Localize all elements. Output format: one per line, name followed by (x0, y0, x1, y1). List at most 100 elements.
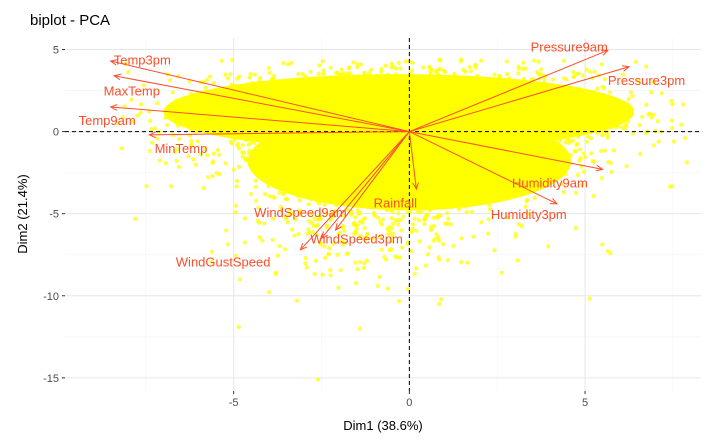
data-point (258, 114, 263, 119)
data-point (465, 134, 470, 139)
data-point (414, 228, 419, 233)
data-point (328, 139, 333, 144)
data-point (387, 113, 392, 118)
data-point (630, 93, 635, 98)
data-point (296, 72, 301, 77)
data-point (445, 175, 450, 180)
data-point (510, 92, 515, 97)
data-point (424, 74, 429, 80)
data-point (474, 87, 479, 92)
data-point (441, 81, 446, 87)
data-point (407, 90, 412, 95)
data-point (318, 125, 323, 130)
data-point (438, 88, 443, 93)
data-point (292, 142, 297, 147)
data-point (454, 182, 459, 188)
data-point (453, 135, 458, 140)
data-point (507, 93, 512, 98)
data-point (538, 138, 543, 143)
data-point (452, 197, 457, 203)
variable-label: WindSpeed9am (254, 205, 347, 220)
data-point (382, 176, 387, 181)
data-point (314, 191, 319, 196)
arrow-shaft (300, 131, 410, 251)
data-point (269, 77, 274, 82)
data-point (398, 84, 403, 90)
data-point (171, 133, 176, 138)
data-point (315, 90, 320, 95)
data-point (299, 117, 304, 122)
data-point (363, 104, 368, 110)
data-point (371, 90, 376, 96)
variable-label: Pressure9am (531, 39, 608, 54)
data-point (582, 115, 587, 120)
data-point (446, 216, 451, 221)
data-point (351, 60, 356, 65)
data-point (383, 78, 388, 83)
data-point (390, 119, 395, 124)
data-point (362, 83, 368, 88)
data-point (459, 146, 464, 151)
data-point (421, 173, 426, 178)
data-point (517, 123, 523, 128)
data-point (239, 99, 244, 104)
data-point (424, 112, 430, 117)
data-point (420, 114, 425, 119)
data-point (330, 127, 335, 132)
data-point (133, 216, 138, 221)
data-point (554, 170, 559, 175)
data-point (434, 88, 439, 94)
data-point (438, 149, 444, 154)
data-point (229, 105, 234, 110)
arrow-maxtemp (112, 73, 410, 133)
data-point (223, 161, 228, 166)
data-point (485, 172, 490, 177)
data-point (454, 79, 459, 85)
data-point (628, 90, 633, 95)
data-point (462, 87, 467, 93)
data-point (194, 125, 199, 130)
data-point (474, 94, 479, 99)
data-point (252, 126, 257, 131)
data-point (453, 83, 458, 88)
data-point (340, 101, 346, 106)
data-point (448, 222, 453, 227)
variable-label: Rainfall (374, 195, 417, 210)
data-point (549, 117, 554, 122)
data-point (342, 162, 347, 167)
data-point (255, 218, 260, 223)
data-point (506, 215, 511, 220)
arrow-windspeed9am (320, 131, 410, 240)
data-point (267, 70, 272, 75)
data-point (382, 255, 387, 260)
data-point (571, 94, 577, 100)
data-point (174, 98, 179, 103)
data-point (562, 58, 567, 64)
data-point (269, 140, 275, 145)
data-point (466, 100, 471, 105)
data-point (512, 158, 517, 164)
data-point (481, 196, 487, 202)
data-point (509, 96, 514, 101)
data-point (431, 187, 436, 192)
data-point (289, 146, 294, 151)
data-point (614, 123, 619, 128)
data-point (309, 139, 314, 144)
data-point (254, 159, 259, 164)
data-point (262, 92, 267, 97)
data-point (424, 191, 429, 197)
data-point (335, 193, 340, 199)
data-point (581, 151, 586, 156)
data-point (232, 137, 237, 142)
data-point (355, 112, 360, 117)
data-point (504, 59, 509, 64)
data-point (564, 92, 569, 97)
data-point (238, 110, 243, 115)
data-point (442, 142, 448, 147)
data-point (355, 141, 360, 146)
data-point (293, 217, 298, 222)
data-point (311, 170, 316, 175)
data-point (387, 185, 392, 190)
data-point (331, 161, 336, 167)
data-point (358, 62, 363, 67)
